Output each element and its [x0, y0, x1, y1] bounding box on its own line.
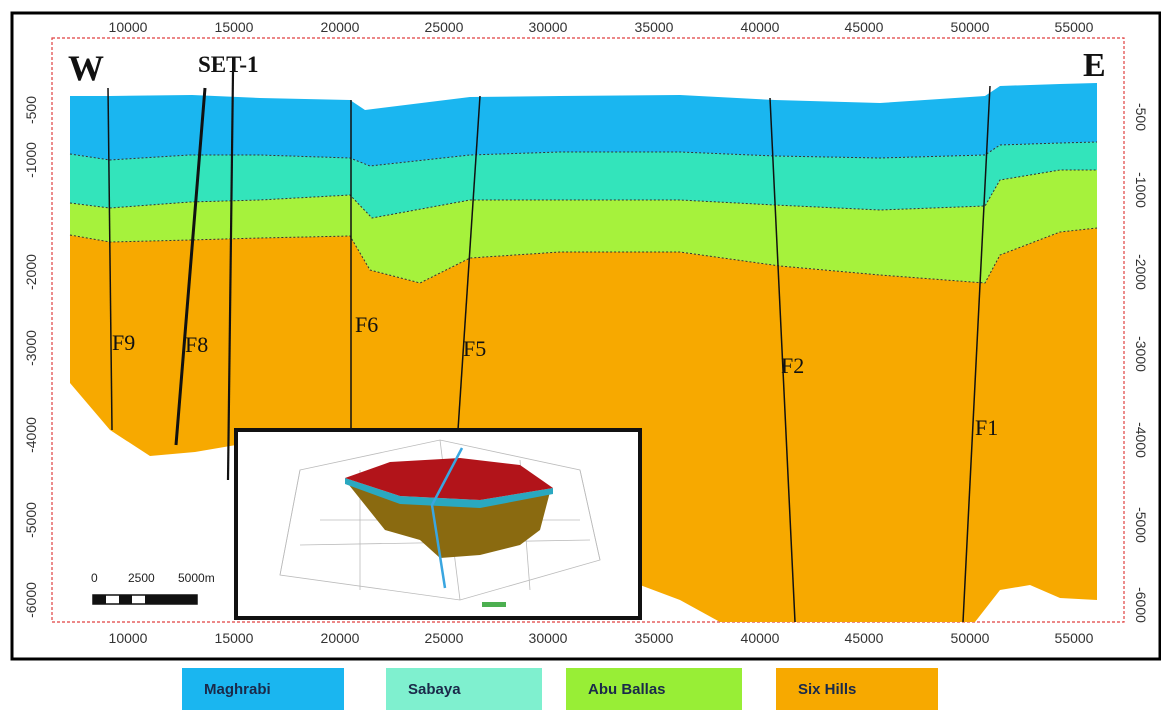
fault-label-f2: F2	[781, 353, 804, 378]
inset-band	[345, 478, 553, 508]
y-tick-left-4: -4000	[23, 417, 39, 453]
y-tick-right-2: -2000	[1133, 254, 1149, 290]
scale-bar: 0 2500 5000m	[91, 571, 215, 605]
y-tick-right-3: -3000	[1133, 336, 1149, 372]
x-tick-top-30000: 30000	[529, 19, 568, 35]
inset-well-path	[430, 447, 464, 589]
y-axis-left: -500 -1000 -2000 -3000 -4000 -5000 -6000	[23, 96, 39, 618]
inset-green-marker	[482, 602, 506, 607]
scale-label-5000: 5000m	[178, 571, 215, 585]
legend-label-abu-ballas: Abu Ballas	[588, 680, 666, 698]
x-tick-top-50000: 50000	[951, 19, 990, 35]
scale-seg-2	[119, 595, 132, 604]
x-tick-top-55000: 55000	[1055, 19, 1094, 35]
legend-label-maghrabi: Maghrabi	[204, 680, 271, 698]
fault-label-f1: F1	[975, 415, 998, 440]
legend-label-sabaya: Sabaya	[408, 680, 461, 698]
fault-f5-line	[457, 95, 481, 431]
scale-seg-3	[145, 595, 197, 604]
scale-seg-1	[93, 595, 106, 604]
well-label: SET-1	[198, 52, 259, 77]
layer-maghrabi	[70, 83, 1097, 166]
fault-lines	[107, 85, 991, 623]
layer-abu-ballas	[70, 170, 1097, 283]
fault-label-f5: F5	[463, 336, 486, 361]
y-tick-left-5: -5000	[23, 502, 39, 538]
east-label: E	[1083, 47, 1106, 84]
legend-six-hills: Six Hills	[776, 668, 938, 710]
x-tick-bottom-40000: 40000	[741, 630, 780, 646]
x-tick-bottom-30000: 30000	[529, 630, 568, 646]
x-axis-top: 10000 15000 20000 25000 30000 35000 40000 45000…	[109, 19, 1094, 35]
y-tick-right-6: -6000	[1133, 587, 1149, 623]
y-tick-right-4: -4000	[1133, 422, 1149, 458]
fault-label-f8: F8	[185, 332, 208, 357]
y-tick-left-0: -500	[23, 96, 39, 124]
y-axis-right: -500 -1000 -2000 -3000 -4000 -5000 -6000	[1133, 103, 1149, 623]
x-tick-bottom-10000: 10000	[109, 630, 148, 646]
x-tick-bottom-55000: 55000	[1055, 630, 1094, 646]
horizon-lines	[69, 141, 1098, 284]
inset-top-surface	[345, 458, 553, 500]
legend-label-six-hills: Six Hills	[798, 680, 857, 698]
x-tick-top-10000: 10000	[109, 19, 148, 35]
legend-abu-ballas: Abu Ballas	[566, 668, 742, 710]
fault-f8-line	[174, 87, 207, 446]
x-tick-top-25000: 25000	[425, 19, 464, 35]
scale-label-0: 0	[91, 571, 98, 585]
x-tick-top-15000: 15000	[215, 19, 254, 35]
fault-label-f9: F9	[112, 330, 135, 355]
x-tick-bottom-35000: 35000	[635, 630, 674, 646]
x-tick-top-35000: 35000	[635, 19, 674, 35]
y-tick-left-6: -6000	[23, 582, 39, 618]
y-tick-left-1: -1000	[23, 142, 39, 178]
fault-f2-line	[769, 97, 796, 623]
x-tick-bottom-25000: 25000	[425, 630, 464, 646]
x-tick-bottom-50000: 50000	[951, 630, 990, 646]
x-tick-bottom-45000: 45000	[845, 630, 884, 646]
layer-six-hills	[70, 228, 1097, 622]
inset-3d-model	[234, 428, 642, 620]
y-tick-right-5: -5000	[1133, 507, 1149, 543]
well-set-1-path	[226, 71, 235, 481]
layer-sabaya	[70, 142, 1097, 218]
x-tick-top-45000: 45000	[845, 19, 884, 35]
x-tick-top-40000: 40000	[741, 19, 780, 35]
y-tick-right-1: -1000	[1133, 172, 1149, 208]
fault-f9-line	[107, 87, 113, 431]
legend-sabaya: Sabaya	[386, 668, 542, 710]
x-tick-bottom-15000: 15000	[215, 630, 254, 646]
x-tick-bottom-20000: 20000	[321, 630, 360, 646]
legend-maghrabi: Maghrabi	[182, 668, 344, 710]
y-tick-left-2: -2000	[23, 254, 39, 290]
fault-label-f6: F6	[355, 312, 378, 337]
x-axis-bottom: 10000 15000 20000 25000 30000 35000 40000 45000…	[109, 630, 1094, 646]
x-tick-top-20000: 20000	[321, 19, 360, 35]
y-tick-left-3: -3000	[23, 330, 39, 366]
scale-label-2500: 2500	[128, 571, 155, 585]
y-tick-right-0: -500	[1133, 103, 1149, 131]
plot-frame	[51, 37, 1125, 623]
west-label: W	[68, 48, 104, 88]
fault-f1-line	[962, 85, 991, 623]
